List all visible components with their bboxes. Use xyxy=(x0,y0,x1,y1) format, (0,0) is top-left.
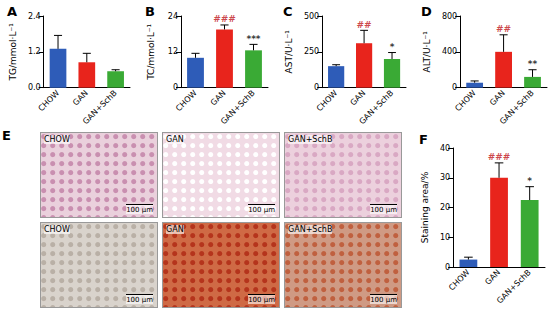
svg-text:CHOW: CHOW xyxy=(37,88,62,113)
svg-text:GAN+SchB: GAN+SchB xyxy=(498,88,536,126)
svg-text:F: F xyxy=(419,132,428,147)
svg-text:500: 500 xyxy=(304,12,319,21)
svg-text:###: ### xyxy=(488,152,511,162)
svg-text:20: 20 xyxy=(440,203,450,212)
svg-text:ALT/U·L⁻¹: ALT/U·L⁻¹ xyxy=(422,31,432,73)
html-text:100 μm: 100 μm xyxy=(248,206,275,214)
html-text:100 μm: 100 μm xyxy=(370,206,397,214)
svg-text:CHOW: CHOW xyxy=(447,268,472,293)
svg-text:10: 10 xyxy=(440,233,450,242)
svg-text:CHOW: CHOW xyxy=(315,88,340,113)
svg-text:12: 12 xyxy=(168,47,178,56)
svg-text:##: ## xyxy=(496,24,511,34)
svg-text:1.2: 1.2 xyxy=(28,47,41,56)
svg-text:800: 800 xyxy=(442,12,457,21)
svg-text:***: *** xyxy=(246,34,260,44)
svg-text:2.4: 2.4 xyxy=(28,12,41,21)
svg-text:0.0: 0.0 xyxy=(28,83,41,92)
svg-text:GAN: GAN xyxy=(209,88,228,107)
svg-text:C: C xyxy=(283,4,293,19)
svg-text:GAN: GAN xyxy=(71,88,90,107)
html-text:CHOW: CHOW xyxy=(44,225,70,234)
html-text:GAN: GAN xyxy=(166,135,184,144)
svg-text:GAN: GAN xyxy=(488,88,507,107)
svg-text:###: ### xyxy=(213,14,236,24)
html-text:E: E xyxy=(2,128,11,143)
svg-text:**: ** xyxy=(528,59,538,69)
svg-text:*: * xyxy=(390,42,395,52)
svg-text:TC/mmol·L⁻¹: TC/mmol·L⁻¹ xyxy=(146,23,156,80)
svg-text:GAN+SchB: GAN+SchB xyxy=(219,88,257,126)
svg-text:GAN+SchB: GAN+SchB xyxy=(495,268,533,306)
svg-text:0: 0 xyxy=(445,263,450,272)
svg-text:40: 40 xyxy=(440,144,450,153)
svg-text:30: 30 xyxy=(440,173,450,182)
svg-text:400: 400 xyxy=(442,47,457,56)
svg-text:GAN: GAN xyxy=(483,268,502,287)
svg-text:Staining area/%: Staining area/% xyxy=(420,171,430,243)
html-text:GAN: GAN xyxy=(166,225,184,234)
svg-text:B: B xyxy=(145,4,155,19)
svg-text:GAN: GAN xyxy=(348,88,367,107)
svg-text:A: A xyxy=(7,4,17,19)
html-text:100 μm: 100 μm xyxy=(248,296,275,304)
html-text:CHOW: CHOW xyxy=(44,135,70,144)
svg-text:TG/mmol·L⁻¹: TG/mmol·L⁻¹ xyxy=(8,23,18,82)
svg-text:0: 0 xyxy=(452,83,457,92)
svg-text:24: 24 xyxy=(168,12,178,21)
svg-text:250: 250 xyxy=(304,47,319,56)
svg-text:CHOW: CHOW xyxy=(453,88,478,113)
svg-text:D: D xyxy=(421,4,432,19)
html-text:100 μm: 100 μm xyxy=(370,296,397,304)
html-text:GAN+SchB: GAN+SchB xyxy=(288,225,333,234)
svg-text:GAN+SchB: GAN+SchB xyxy=(81,88,119,126)
svg-text:CHOW: CHOW xyxy=(174,88,199,113)
html-text:100 μm: 100 μm xyxy=(126,206,153,214)
svg-text:##: ## xyxy=(357,20,372,30)
html-text:100 μm: 100 μm xyxy=(126,296,153,304)
svg-text:GAN+SchB: GAN+SchB xyxy=(358,88,396,126)
html-text:GAN+SchB: GAN+SchB xyxy=(288,135,333,144)
svg-text:AST/U·L⁻¹: AST/U·L⁻¹ xyxy=(284,30,294,74)
svg-text:0: 0 xyxy=(173,83,178,92)
svg-text:*: * xyxy=(527,176,532,186)
svg-text:0: 0 xyxy=(314,83,319,92)
